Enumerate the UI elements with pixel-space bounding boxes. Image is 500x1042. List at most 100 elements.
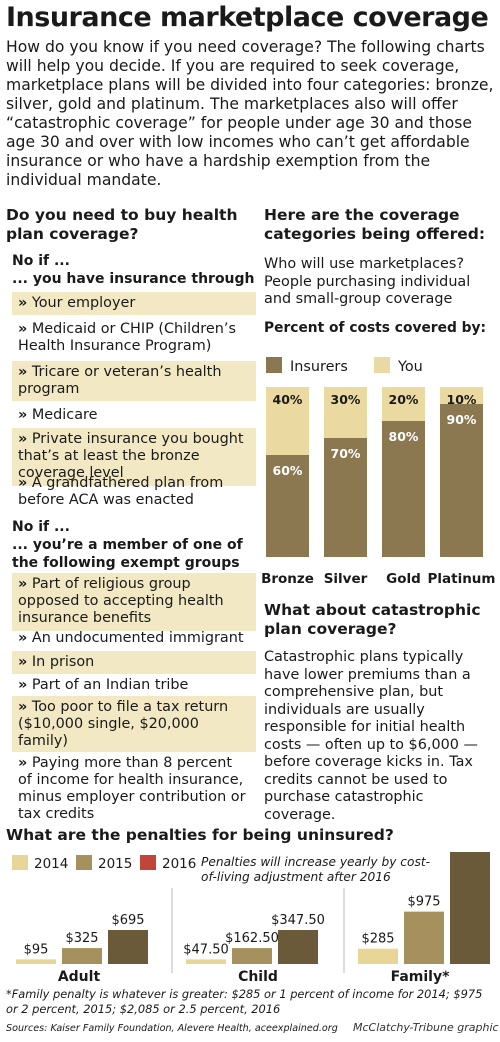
bullet: » [18, 576, 28, 592]
page-title: Insurance marketplace coverage [6, 2, 489, 33]
legend-label-2014: 2014 [34, 856, 68, 872]
bullet: » [18, 321, 28, 337]
who-uses-text: Who will use marketplaces? People purcha… [264, 256, 471, 307]
bullet: » [18, 677, 28, 693]
legend-swatch-2014 [12, 855, 28, 870]
bar-2014 [186, 959, 226, 964]
list-item: » Too poor to file a tax return ($10,000… [12, 696, 256, 752]
bullet: » [18, 755, 28, 771]
data-label: $325 [65, 931, 98, 946]
catastrophic-text: Catastrophic plans typically have lower … [264, 649, 478, 823]
legend-swatch-insurers [266, 357, 282, 373]
no-if-sub-2: ... you’re a member of one of the follow… [12, 537, 243, 571]
list-item-text: Your employer [31, 295, 136, 311]
list-item: » Private insurance you bought that’s at… [12, 428, 256, 486]
bar-2014 [358, 948, 398, 964]
intro-paragraph: How do you know if you need coverage? Th… [6, 38, 494, 189]
data-label: $47.50 [183, 942, 229, 957]
percent-covered-label: Percent of costs covered by: [264, 320, 487, 336]
bar-you [324, 387, 367, 438]
list-item: » A grandfathered plan from before ACA w… [12, 472, 256, 512]
category-label: Family* [391, 969, 451, 985]
list-item: » An undocumented immigrant [12, 627, 256, 650]
list-item: » Part of religious group opposed to acc… [12, 573, 256, 631]
bullet: » [18, 295, 28, 311]
list-item: » Paying more than 8 percent of income f… [12, 752, 256, 822]
bar-insurers [324, 438, 367, 557]
bar-you [266, 387, 309, 455]
category-label: Silver [324, 571, 368, 587]
penalties-heading: What are the penalties for being uninsur… [6, 826, 394, 844]
list-item: » Medicaid or CHIP (Children’s Health In… [12, 318, 256, 358]
bar-2016 [108, 930, 148, 964]
legend-label-2015: 2015 [98, 856, 132, 872]
category-label: Gold [386, 571, 421, 587]
list-item-text: Private insurance you bought that’s at l… [18, 431, 244, 481]
data-label-you: 20% [389, 392, 419, 407]
data-label-insurers: 60% [273, 463, 303, 478]
list-item: » In prison [12, 651, 256, 674]
bullet: » [18, 431, 28, 447]
data-label: $285 [361, 932, 394, 947]
coverage-categories-heading: Here are the coverage categories being o… [264, 206, 486, 243]
data-label: $2,085 [447, 848, 493, 850]
list-item: » Tricare or veteran’s health program [12, 361, 256, 401]
bar-you [382, 387, 425, 421]
data-label: $695 [111, 913, 144, 928]
penalties-chart: 2014 2015 2016 $95 $325 $695 Adult $47.50$162.5… [12, 848, 493, 985]
bar-insurers [440, 404, 483, 557]
category-label: Adult [58, 969, 101, 985]
list-item-text: Medicare [31, 407, 98, 423]
list-item-text: Too poor to file a tax return ($10,000 s… [18, 699, 229, 749]
bar-2016 [278, 930, 318, 964]
no-if-label-1: No if ... [12, 253, 70, 269]
need-coverage-heading: Do you need to buy health plan coverage? [6, 206, 238, 243]
coverage-chart: Insurers You 40% 60% Bronze 30% 70% Silver 20% 80… [261, 357, 496, 587]
bar-2015 [232, 948, 272, 964]
bar-2015 [62, 948, 102, 964]
bullet: » [18, 407, 28, 423]
list-item-text: Tricare or veteran’s health program [18, 364, 222, 397]
list-item: » Your employer [12, 292, 256, 315]
data-label-insurers: 70% [331, 446, 361, 461]
legend-swatch-2015 [76, 855, 92, 870]
data-label: $95 [24, 942, 49, 957]
legend-label-insurers: Insurers [290, 359, 348, 375]
catastrophic-heading: What about catastrophic plan coverage? [264, 601, 481, 638]
bar-2016 [450, 852, 490, 964]
category-label: Platinum [427, 571, 495, 587]
no-if-sub-1: ... you have insurance through [12, 271, 255, 287]
bullet: » [18, 475, 28, 491]
no-if-label-2: No if ... [12, 519, 70, 535]
data-label-insurers: 80% [389, 429, 419, 444]
data-label-you: 30% [331, 392, 361, 407]
footnote: *Family penalty is whatever is greater: … [6, 987, 483, 1016]
legend-swatch-2016 [140, 855, 156, 870]
list-item: » Part of an Indian tribe [12, 674, 256, 697]
list-item-text: Part of religious group opposed to accep… [18, 576, 224, 626]
list-item: » Medicare [12, 404, 256, 427]
bar-2015 [404, 911, 444, 964]
list-item-text: In prison [31, 654, 95, 670]
data-label: $162.50 [225, 931, 279, 946]
bar-insurers [382, 421, 425, 557]
penalties-note: Penalties will increase yearly by cost-o… [201, 855, 430, 884]
bullet: » [18, 364, 28, 380]
category-label: Bronze [261, 571, 314, 587]
bar-insurers [266, 455, 309, 557]
bar-you [440, 387, 483, 404]
legend-label-you: You [397, 359, 423, 375]
sources: Sources: Kaiser Family Foundation, Aleve… [6, 1023, 338, 1034]
legend-label-2016: 2016 [162, 856, 196, 872]
list-item-text: Paying more than 8 percent of income for… [18, 755, 246, 822]
bullet: » [18, 654, 28, 670]
data-label: $975 [407, 895, 440, 910]
list-item-text: Part of an Indian tribe [31, 677, 189, 693]
data-label-insurers: 90% [447, 412, 477, 427]
data-label-you: 10% [447, 392, 477, 407]
data-label: $347.50 [271, 913, 325, 928]
bar-2014 [16, 959, 56, 964]
intro-text: How do you know if you need coverage? Th… [6, 38, 496, 190]
no-if-group-2: No if ... ... you’re a member of one of … [12, 518, 256, 572]
bullet: » [18, 630, 28, 646]
